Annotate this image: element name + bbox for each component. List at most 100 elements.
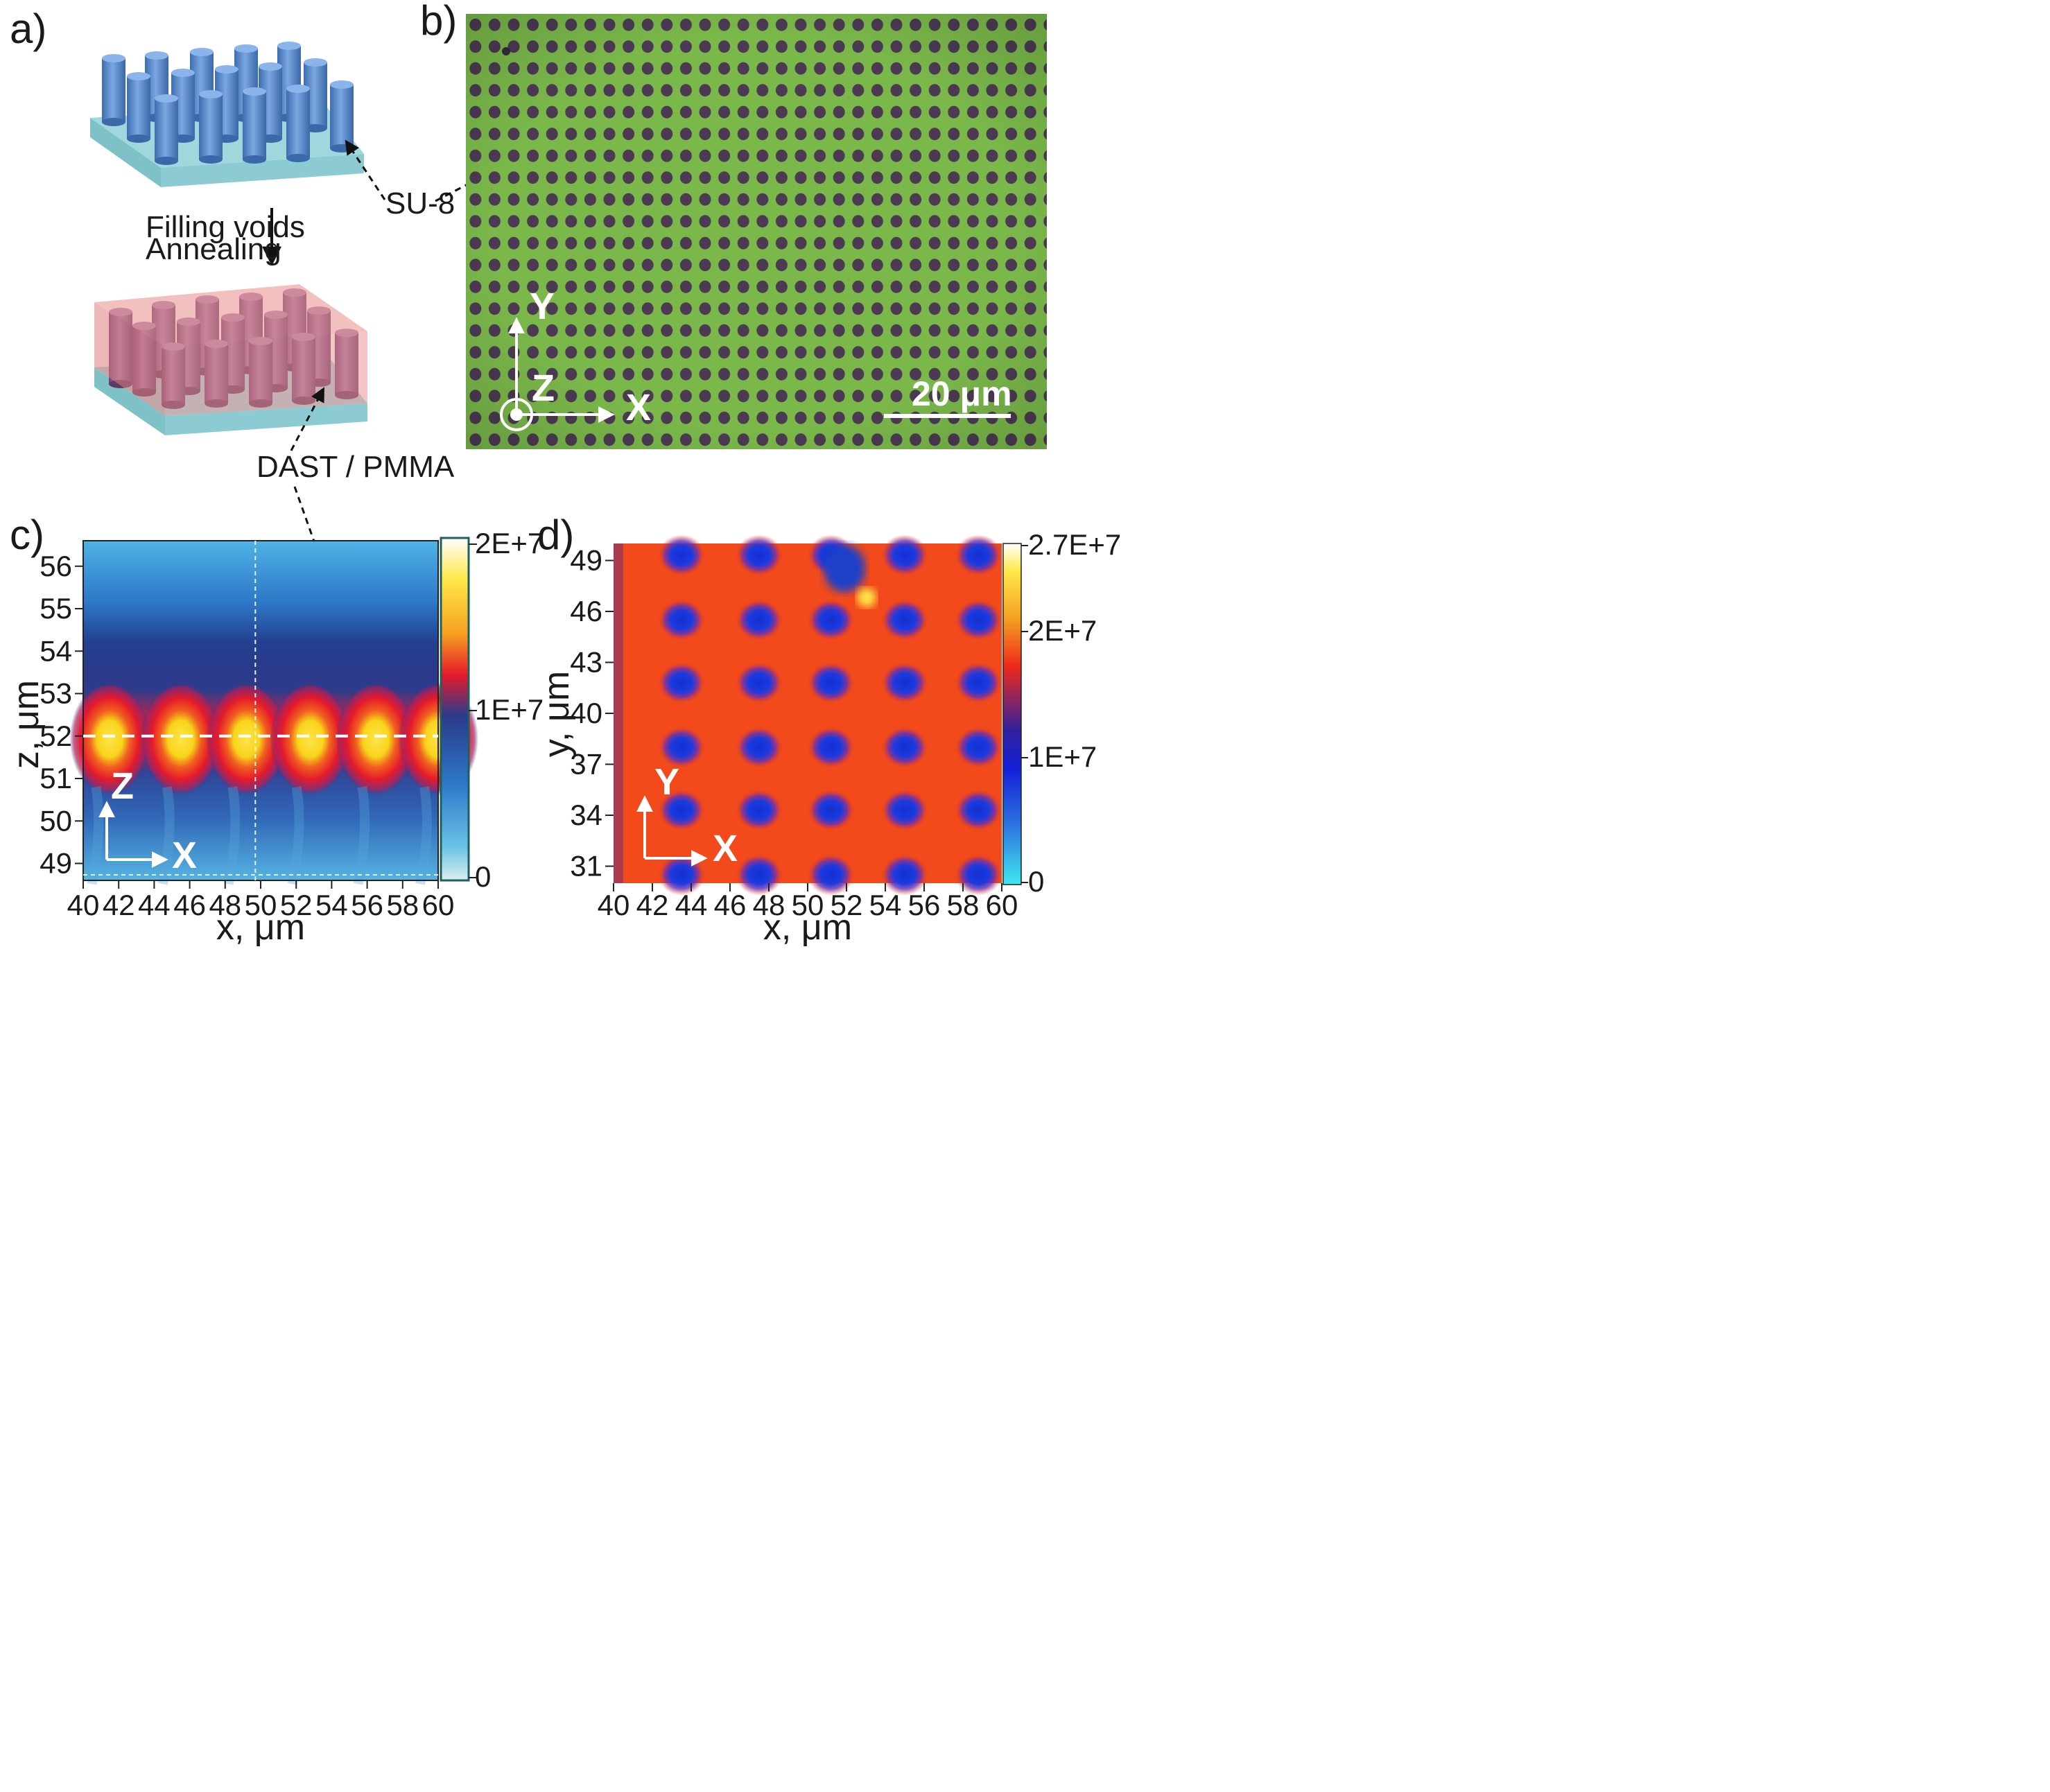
micrograph-axes: Y Z X: [500, 286, 651, 431]
panel-a: a) Filling voids Annealing SU-8 DAS: [10, 6, 510, 714]
pillar: [330, 80, 354, 153]
process-step-1: Filling voids: [146, 210, 305, 244]
xy-low-spot: [736, 727, 783, 768]
xy-low-spot: [881, 727, 928, 768]
xz-tail: [287, 786, 304, 885]
xz-colorbar-tick-max: 2E+7: [475, 527, 544, 559]
xz-x-tick-label: 60: [422, 889, 455, 921]
xz-tail: [157, 786, 175, 885]
xy-low-spot: [736, 853, 783, 896]
xy-low-spot: [881, 853, 928, 896]
xy-low-spot: [658, 789, 705, 831]
xy-hotspot: [857, 588, 876, 607]
xz-x-tick-label: 46: [173, 889, 206, 921]
xz-y-tick-label: 49: [40, 847, 72, 880]
xy-y-tick-label: 37: [570, 748, 602, 781]
xz-x-tick-label: 42: [103, 889, 135, 921]
xy-x-tick-label: 44: [675, 889, 708, 921]
xy-colorbar: 2.7E+7 2E+7 1E+7 0: [1002, 528, 1121, 898]
xz-x-tick-label: 48: [209, 889, 241, 921]
panel-b: b) Y Z X 20 μm: [420, 0, 1047, 449]
xy-x-tick-label: 52: [831, 889, 863, 921]
xy-x-tick-label: 46: [714, 889, 747, 921]
xy-low-spot: [658, 661, 705, 704]
xz-tail: [223, 786, 241, 885]
xz-xlabel: x, μm: [216, 907, 305, 948]
process-step-2: Annealing: [146, 232, 281, 266]
xy-colorbar-tick-1: 1E+7: [1028, 740, 1097, 773]
panel-c-label: c): [10, 512, 44, 558]
xy-low-spot: [658, 534, 705, 577]
panel-b-label: b): [420, 0, 457, 44]
xy-low-spot: [955, 661, 1002, 704]
xy-low-spot: [955, 853, 1002, 896]
xz-x-tick-label: 44: [138, 889, 171, 921]
xy-low-spot: [955, 789, 1002, 831]
xy-low-spot: [807, 661, 855, 704]
xz-y-tick-label: 52: [40, 720, 72, 752]
xz-x-tick-label: 50: [245, 889, 277, 921]
scale-bar: [884, 414, 1011, 418]
xy-low-spot: [807, 727, 855, 768]
xy-y-tick-label: 34: [570, 799, 602, 831]
xy-y-tick-label: 49: [570, 544, 602, 577]
xy-low-spot: [658, 599, 705, 641]
xy-low-spot: [736, 534, 783, 577]
xy-colorbar-tick-max: 2.7E+7: [1028, 528, 1121, 561]
xy-low-spot: [881, 661, 928, 704]
xy-axes-triad: Y X: [636, 761, 738, 869]
xy-colorbar-tick-min: 0: [1028, 865, 1044, 898]
xy-x-tick-label: 56: [908, 889, 941, 921]
xy-x-tick-label: 60: [986, 889, 1018, 921]
xy-low-spot: [736, 599, 783, 641]
panel-d-label: d): [537, 512, 574, 558]
xy-axis-x: X: [713, 828, 738, 869]
su8-arrow-to-pillar: [345, 139, 386, 200]
xy-low-spot: [658, 727, 705, 768]
xz-tail: [87, 786, 104, 885]
xy-xlabel: x, μm: [763, 907, 852, 948]
xz-y-tick-label: 56: [40, 550, 72, 582]
pillar: [127, 72, 150, 143]
xy-low-spot: [881, 789, 928, 831]
pillar: [286, 85, 310, 162]
xy-low-spot: [807, 599, 855, 641]
xz-y-tick-label: 54: [40, 634, 72, 667]
xz-tail: [415, 786, 432, 885]
xy-axis-y: Y: [654, 761, 679, 803]
xz-y-tick-label: 55: [40, 592, 72, 625]
pillar: [102, 54, 125, 126]
panel-a-label: a): [10, 6, 46, 52]
xz-bright-spot: [69, 681, 150, 796]
xz-x-tick-label: 58: [386, 889, 419, 921]
xy-defect-low: [824, 545, 865, 592]
xy-colorbar-tick-2: 2E+7: [1028, 614, 1097, 647]
defect-spot: [502, 47, 510, 55]
xy-low-spot: [736, 661, 783, 704]
xz-bright-spot: [140, 681, 221, 796]
xz-colorbar: 2E+7 1E+7 0: [440, 527, 544, 893]
field-map-xz: [69, 540, 478, 885]
su8-label: SU-8: [385, 186, 455, 220]
xy-x-tick-label: 48: [753, 889, 785, 921]
dast-arrow-to-film: [290, 387, 324, 451]
micrograph-axis-x: X: [626, 387, 651, 428]
xz-colorbar-tick-mid: 1E+7: [475, 693, 544, 726]
xy-low-spot: [736, 789, 783, 831]
xz-x-tick-label: 40: [67, 889, 100, 921]
xz-axis-z: Z: [111, 765, 134, 807]
xy-low-spot: [955, 534, 1002, 577]
xz-y-tick-label: 50: [40, 804, 72, 837]
xy-low-spot: [881, 534, 928, 577]
pillar: [155, 94, 178, 165]
xz-colorbar-tick-min: 0: [475, 860, 491, 893]
xy-x-tick-label: 42: [636, 889, 669, 921]
pillar-array-filled: [94, 284, 367, 435]
xy-low-spot: [807, 789, 855, 831]
field-map-xy: [614, 534, 1002, 896]
pillar: [243, 87, 266, 164]
xz-x-tick-label: 56: [351, 889, 383, 921]
